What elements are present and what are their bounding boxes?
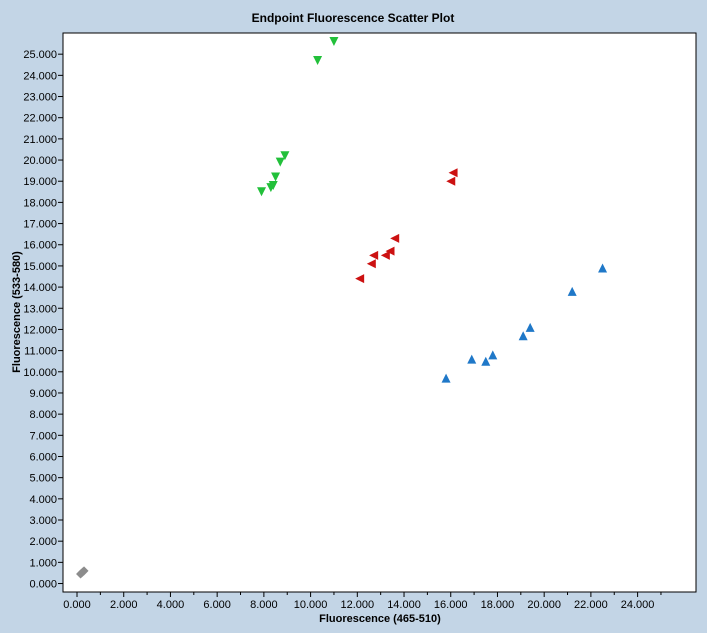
x-tick-label: 14.000 <box>387 599 421 611</box>
data-point <box>257 187 267 197</box>
x-tick-label: 6.000 <box>203 599 231 611</box>
y-tick-label: 12.000 <box>23 324 57 336</box>
y-axis: 0.000 1.000 2.000 3.000 4.000 5.000 6.000 7.000… <box>23 49 63 591</box>
x-tick-label: 8.000 <box>250 599 278 611</box>
chart-title: Endpoint Fluorescence Scatter Plot <box>252 11 455 25</box>
y-tick-label: 2.000 <box>29 536 57 548</box>
data-point <box>467 354 477 364</box>
data-point <box>390 233 400 243</box>
plot-area <box>62 32 697 593</box>
data-point <box>385 246 395 256</box>
x-axis: 0.000 2.000 4.000 6.000 8.000 10.000 12.000 14.… <box>63 592 662 611</box>
y-tick-label: 17.000 <box>23 219 57 231</box>
x-tick-label: 18.000 <box>481 599 515 611</box>
y-tick-label: 4.000 <box>29 494 57 506</box>
data-point <box>329 36 339 46</box>
data-point <box>488 350 498 360</box>
x-tick-label: 22.000 <box>574 599 608 611</box>
y-tick-label: 14.000 <box>23 282 57 294</box>
y-tick-label: 18.000 <box>23 197 57 209</box>
data-point <box>446 176 456 186</box>
data-point <box>567 286 577 296</box>
y-tick-label: 16.000 <box>23 240 57 252</box>
y-tick-label: 21.000 <box>23 134 57 146</box>
y-tick-label: 8.000 <box>29 409 57 421</box>
x-tick-label: 24.000 <box>621 599 655 611</box>
data-point <box>275 157 285 167</box>
y-axis-label: Fluorescence (533-580) <box>11 251 23 373</box>
y-tick-label: 22.000 <box>23 113 57 125</box>
data-point <box>369 250 379 260</box>
y-tick-label: 0.000 <box>29 579 57 591</box>
data-point <box>355 274 365 284</box>
data-point <box>518 331 528 341</box>
y-tick-label: 23.000 <box>23 92 57 104</box>
data-point <box>271 172 281 182</box>
x-axis-label: Fluorescence (465-510) <box>319 613 441 625</box>
data-point <box>481 356 491 366</box>
data-point <box>448 168 458 178</box>
data-point <box>266 183 276 193</box>
data-point <box>525 322 535 332</box>
x-tick-label: 20.000 <box>527 599 561 611</box>
x-tick-label: 0.000 <box>63 599 91 611</box>
data-points <box>76 36 608 579</box>
y-tick-label: 15.000 <box>23 261 57 273</box>
y-tick-label: 19.000 <box>23 176 57 188</box>
x-tick-label: 4.000 <box>157 599 185 611</box>
x-tick-label: 10.000 <box>294 599 328 611</box>
x-tick-label: 16.000 <box>434 599 468 611</box>
y-tick-label: 20.000 <box>23 155 57 167</box>
y-tick-label: 7.000 <box>29 430 57 442</box>
y-tick-label: 3.000 <box>29 515 57 527</box>
y-tick-label: 11.000 <box>24 346 57 358</box>
x-tick-label: 12.000 <box>340 599 374 611</box>
data-point <box>380 250 390 260</box>
y-tick-label: 5.000 <box>29 473 57 485</box>
data-point <box>313 56 323 66</box>
data-point <box>366 259 376 269</box>
y-tick-label: 25.000 <box>23 49 57 61</box>
y-tick-label: 9.000 <box>29 388 57 400</box>
y-tick-label: 1.000 <box>29 557 57 569</box>
y-tick-label: 10.000 <box>23 367 57 379</box>
data-point <box>280 151 290 161</box>
y-tick-label: 24.000 <box>23 70 57 82</box>
data-point <box>598 263 608 273</box>
y-tick-label: 13.000 <box>23 303 57 315</box>
data-point <box>441 373 451 383</box>
data-point <box>76 569 86 579</box>
x-tick-label: 2.000 <box>110 599 138 611</box>
y-tick-label: 6.000 <box>29 451 57 463</box>
